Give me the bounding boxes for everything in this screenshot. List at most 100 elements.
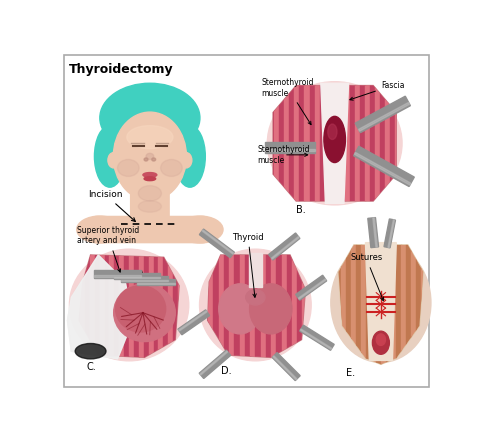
Bar: [178, 251, 182, 359]
Bar: [319, 82, 324, 205]
Text: Incision: Incision: [88, 190, 135, 222]
Bar: [355, 241, 360, 368]
Ellipse shape: [127, 125, 173, 149]
Bar: [304, 82, 309, 205]
Text: Superior thyroid
artery and vein: Superior thyroid artery and vein: [77, 226, 139, 272]
Text: E.: E.: [346, 368, 355, 378]
Text: Sternothyroid
muscle: Sternothyroid muscle: [261, 78, 313, 125]
Polygon shape: [199, 350, 230, 378]
Bar: [329, 82, 334, 205]
Polygon shape: [67, 255, 132, 359]
Bar: [336, 241, 340, 368]
Bar: [90, 251, 95, 359]
Ellipse shape: [177, 216, 223, 243]
Bar: [379, 82, 384, 205]
Polygon shape: [367, 218, 378, 248]
Ellipse shape: [267, 82, 401, 205]
Bar: [364, 82, 369, 205]
Bar: [85, 251, 90, 359]
Polygon shape: [136, 279, 175, 284]
Bar: [294, 82, 299, 205]
Polygon shape: [383, 219, 395, 248]
Bar: [289, 82, 294, 205]
Bar: [168, 251, 173, 359]
Polygon shape: [79, 255, 179, 357]
Polygon shape: [200, 351, 227, 375]
Bar: [374, 82, 379, 205]
Polygon shape: [121, 276, 167, 281]
Bar: [384, 82, 389, 205]
Bar: [265, 251, 271, 359]
Polygon shape: [94, 275, 140, 277]
Polygon shape: [338, 245, 422, 364]
Polygon shape: [113, 273, 159, 279]
Bar: [405, 241, 410, 368]
Polygon shape: [372, 218, 377, 247]
Polygon shape: [207, 255, 305, 357]
Bar: [260, 251, 265, 359]
Bar: [134, 251, 139, 359]
Bar: [385, 241, 390, 368]
Bar: [234, 251, 239, 359]
Text: Fascia: Fascia: [349, 81, 404, 100]
Bar: [129, 251, 134, 359]
Ellipse shape: [94, 125, 125, 187]
Polygon shape: [358, 102, 409, 131]
Text: Thyroidectomy: Thyroidectomy: [69, 63, 173, 76]
Bar: [244, 251, 250, 359]
Ellipse shape: [143, 173, 156, 177]
Bar: [158, 251, 163, 359]
Polygon shape: [300, 329, 331, 350]
Polygon shape: [272, 353, 300, 381]
Bar: [344, 82, 349, 205]
Polygon shape: [178, 310, 209, 335]
Polygon shape: [271, 236, 299, 259]
Ellipse shape: [138, 201, 161, 212]
Bar: [124, 251, 129, 359]
Bar: [239, 251, 244, 359]
Bar: [139, 251, 144, 359]
FancyBboxPatch shape: [94, 216, 205, 243]
Text: Thyroid: Thyroid: [232, 232, 264, 297]
Ellipse shape: [113, 284, 175, 342]
Polygon shape: [354, 153, 410, 185]
Polygon shape: [273, 86, 396, 201]
Bar: [75, 251, 80, 359]
Bar: [389, 82, 394, 205]
Polygon shape: [202, 230, 233, 254]
Polygon shape: [136, 283, 175, 284]
Polygon shape: [94, 271, 140, 278]
Polygon shape: [268, 233, 299, 260]
Bar: [380, 241, 385, 368]
Bar: [213, 251, 218, 359]
Polygon shape: [121, 280, 167, 281]
Bar: [365, 241, 370, 368]
Ellipse shape: [160, 160, 182, 177]
Bar: [354, 82, 359, 205]
Ellipse shape: [174, 125, 205, 187]
Text: A.: A.: [138, 270, 147, 280]
Text: Sternothyroid
muscle: Sternothyroid muscle: [257, 145, 310, 165]
Text: D.: D.: [220, 366, 231, 376]
Polygon shape: [355, 96, 409, 133]
Bar: [218, 251, 224, 359]
Bar: [299, 82, 304, 205]
Ellipse shape: [69, 249, 188, 361]
Polygon shape: [265, 142, 315, 153]
Polygon shape: [338, 245, 422, 364]
Bar: [360, 241, 365, 368]
Polygon shape: [265, 149, 315, 151]
Ellipse shape: [180, 153, 192, 168]
Bar: [284, 82, 289, 205]
Ellipse shape: [144, 158, 148, 161]
Bar: [228, 251, 234, 359]
Bar: [395, 241, 400, 368]
Polygon shape: [298, 279, 325, 299]
Polygon shape: [113, 277, 159, 278]
Bar: [80, 251, 85, 359]
Bar: [420, 241, 425, 368]
Bar: [153, 251, 158, 359]
Ellipse shape: [75, 343, 106, 359]
Polygon shape: [178, 311, 206, 331]
Polygon shape: [79, 255, 179, 357]
